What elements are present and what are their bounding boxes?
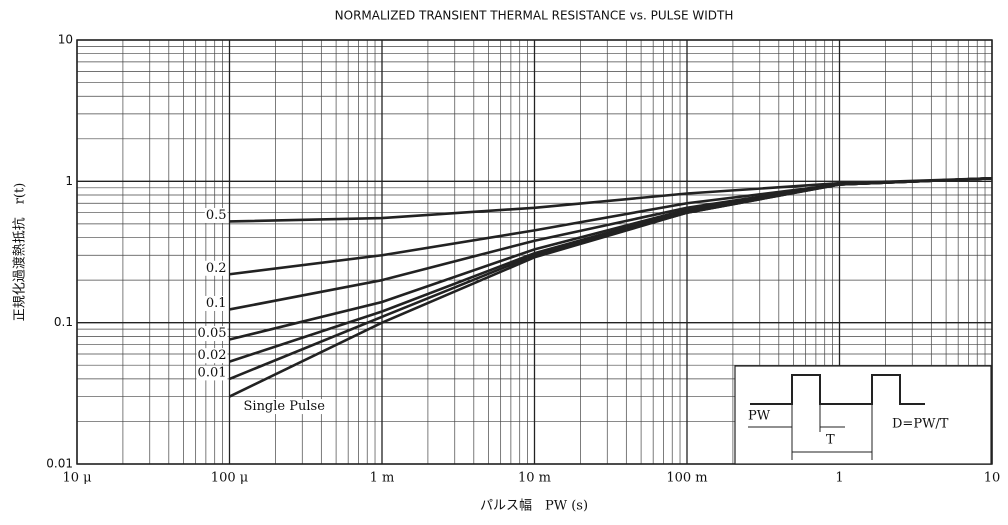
legend-label: 0.2	[206, 261, 227, 276]
x-tick-label: 10 m	[518, 471, 551, 486]
plot-frame	[76, 39, 993, 465]
legend-label: 0.02	[198, 348, 227, 363]
annotation: PW	[748, 409, 771, 424]
y-tick-label: 10	[58, 33, 73, 47]
legend-label: 0.5	[206, 208, 227, 223]
pulse-wave	[750, 374, 925, 405]
series-line	[229, 177, 993, 276]
label-bg	[196, 348, 228, 364]
label-bg	[196, 326, 228, 342]
x-tick-label: 100 μ	[211, 471, 248, 486]
y-tick-label: 0.1	[54, 315, 73, 329]
plot: 0.5 0.2 0.1 0.05 0.02 0.01 Single Pulse	[196, 177, 993, 415]
legend-label: 0.1	[206, 296, 227, 311]
inset-box	[734, 365, 992, 465]
x-tick-label: 10 μ	[62, 471, 91, 486]
series-line	[228, 177, 993, 398]
x-tick-label: 1 m	[370, 471, 395, 486]
legend-label: 0.01	[198, 365, 227, 380]
y-tick-label: 0.01	[46, 457, 73, 471]
legend-label: 0.05	[198, 326, 227, 341]
label-bg	[204, 295, 228, 311]
label-bg	[204, 207, 228, 223]
y-axis-label: 正規化過渡熱抵抗 r(t)	[12, 183, 28, 322]
label-bg	[204, 260, 228, 276]
chart-title: NORMALIZED TRANSIENT THERMAL RESISTANCE …	[335, 9, 734, 23]
annotation: D=PW/T	[892, 417, 949, 432]
legend-label: Single Pulse	[244, 399, 326, 414]
y-tick-label: 1	[65, 174, 73, 188]
series-line	[229, 177, 993, 363]
x-tick-label: 10	[984, 471, 1001, 486]
x-tick-label: 1	[835, 471, 843, 486]
annotation: T	[826, 433, 835, 448]
label-bg	[242, 399, 327, 415]
inset: PW T D=PW/T	[734, 365, 992, 465]
x-tick-label: 100 m	[666, 471, 707, 486]
series-line	[229, 177, 993, 381]
series-line	[229, 177, 993, 223]
label-bg	[196, 365, 228, 381]
x-axis-label: パルス幅 PW (s)	[480, 499, 588, 514]
series-line	[229, 177, 993, 311]
